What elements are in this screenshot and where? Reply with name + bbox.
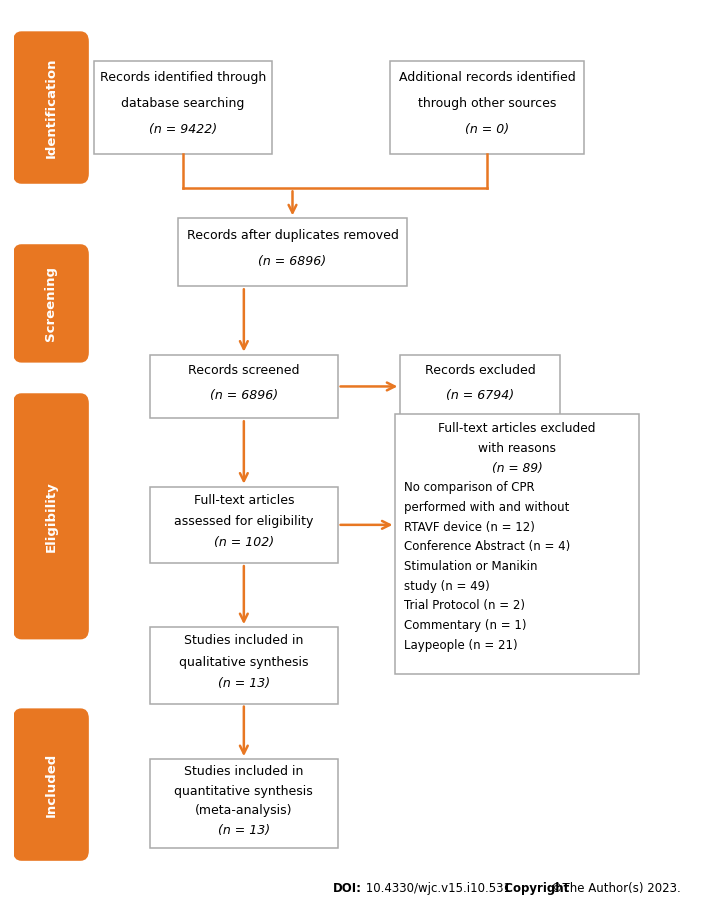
Text: (meta-analysis): (meta-analysis) [195, 804, 292, 817]
Text: quantitative synthesis: quantitative synthesis [174, 785, 313, 797]
Text: through other sources: through other sources [418, 97, 556, 111]
Text: Laypeople (n = 21): Laypeople (n = 21) [404, 639, 518, 651]
Text: Studies included in: Studies included in [184, 766, 303, 778]
Text: Identification: Identification [44, 57, 57, 158]
Text: Additional records identified: Additional records identified [399, 71, 576, 84]
Text: with reasons: with reasons [478, 442, 556, 455]
FancyBboxPatch shape [94, 61, 272, 154]
FancyBboxPatch shape [150, 759, 337, 848]
Text: performed with and without: performed with and without [404, 501, 569, 514]
FancyBboxPatch shape [150, 487, 337, 564]
Text: No comparison of CPR: No comparison of CPR [404, 481, 534, 495]
Text: (n = 9422): (n = 9422) [149, 123, 217, 136]
Text: Eligibility: Eligibility [44, 481, 57, 552]
Text: database searching: database searching [122, 97, 245, 111]
Text: Screening: Screening [44, 266, 57, 341]
Text: (n = 6896): (n = 6896) [258, 255, 327, 268]
FancyBboxPatch shape [13, 393, 89, 640]
Text: Full-text articles: Full-text articles [193, 494, 294, 506]
Text: assessed for eligibility: assessed for eligibility [174, 516, 313, 528]
Text: Commentary (n = 1): Commentary (n = 1) [404, 619, 526, 632]
Text: Trial Protocol (n = 2): Trial Protocol (n = 2) [404, 600, 525, 612]
Text: ©The Author(s) 2023.: ©The Author(s) 2023. [547, 882, 681, 895]
FancyBboxPatch shape [13, 708, 89, 861]
FancyBboxPatch shape [395, 414, 639, 674]
Text: Included: Included [44, 753, 57, 816]
Text: Stimulation or Manikin: Stimulation or Manikin [404, 560, 537, 573]
Text: Records after duplicates removed: Records after duplicates removed [187, 229, 398, 242]
Text: Full-text articles excluded: Full-text articles excluded [438, 422, 596, 436]
Text: RTAVF device (n = 12): RTAVF device (n = 12) [404, 521, 534, 534]
Text: (n = 89): (n = 89) [492, 462, 542, 475]
Text: (n = 6794): (n = 6794) [446, 389, 514, 401]
Text: qualitative synthesis: qualitative synthesis [179, 656, 308, 669]
Text: (n = 13): (n = 13) [218, 677, 270, 690]
Text: (n = 102): (n = 102) [214, 536, 274, 549]
Text: Records identified through: Records identified through [100, 71, 266, 84]
Text: study (n = 49): study (n = 49) [404, 580, 489, 593]
FancyBboxPatch shape [13, 245, 89, 362]
FancyBboxPatch shape [150, 627, 337, 704]
Text: Records excluded: Records excluded [425, 364, 536, 377]
Text: Copyright: Copyright [496, 882, 569, 895]
FancyBboxPatch shape [150, 354, 337, 419]
FancyBboxPatch shape [400, 354, 560, 419]
FancyBboxPatch shape [390, 61, 584, 154]
Text: (n = 6896): (n = 6896) [210, 389, 278, 401]
Text: Conference Abstract (n = 4): Conference Abstract (n = 4) [404, 541, 570, 554]
Text: Records screened: Records screened [188, 364, 300, 377]
FancyBboxPatch shape [13, 32, 89, 184]
FancyBboxPatch shape [178, 218, 407, 286]
Text: Studies included in: Studies included in [184, 634, 303, 648]
Text: (n = 0): (n = 0) [465, 123, 509, 136]
Text: 10.4330/wjc.v15.i10.531: 10.4330/wjc.v15.i10.531 [362, 882, 511, 895]
Text: DOI:: DOI: [333, 882, 362, 895]
Text: (n = 13): (n = 13) [218, 824, 270, 836]
